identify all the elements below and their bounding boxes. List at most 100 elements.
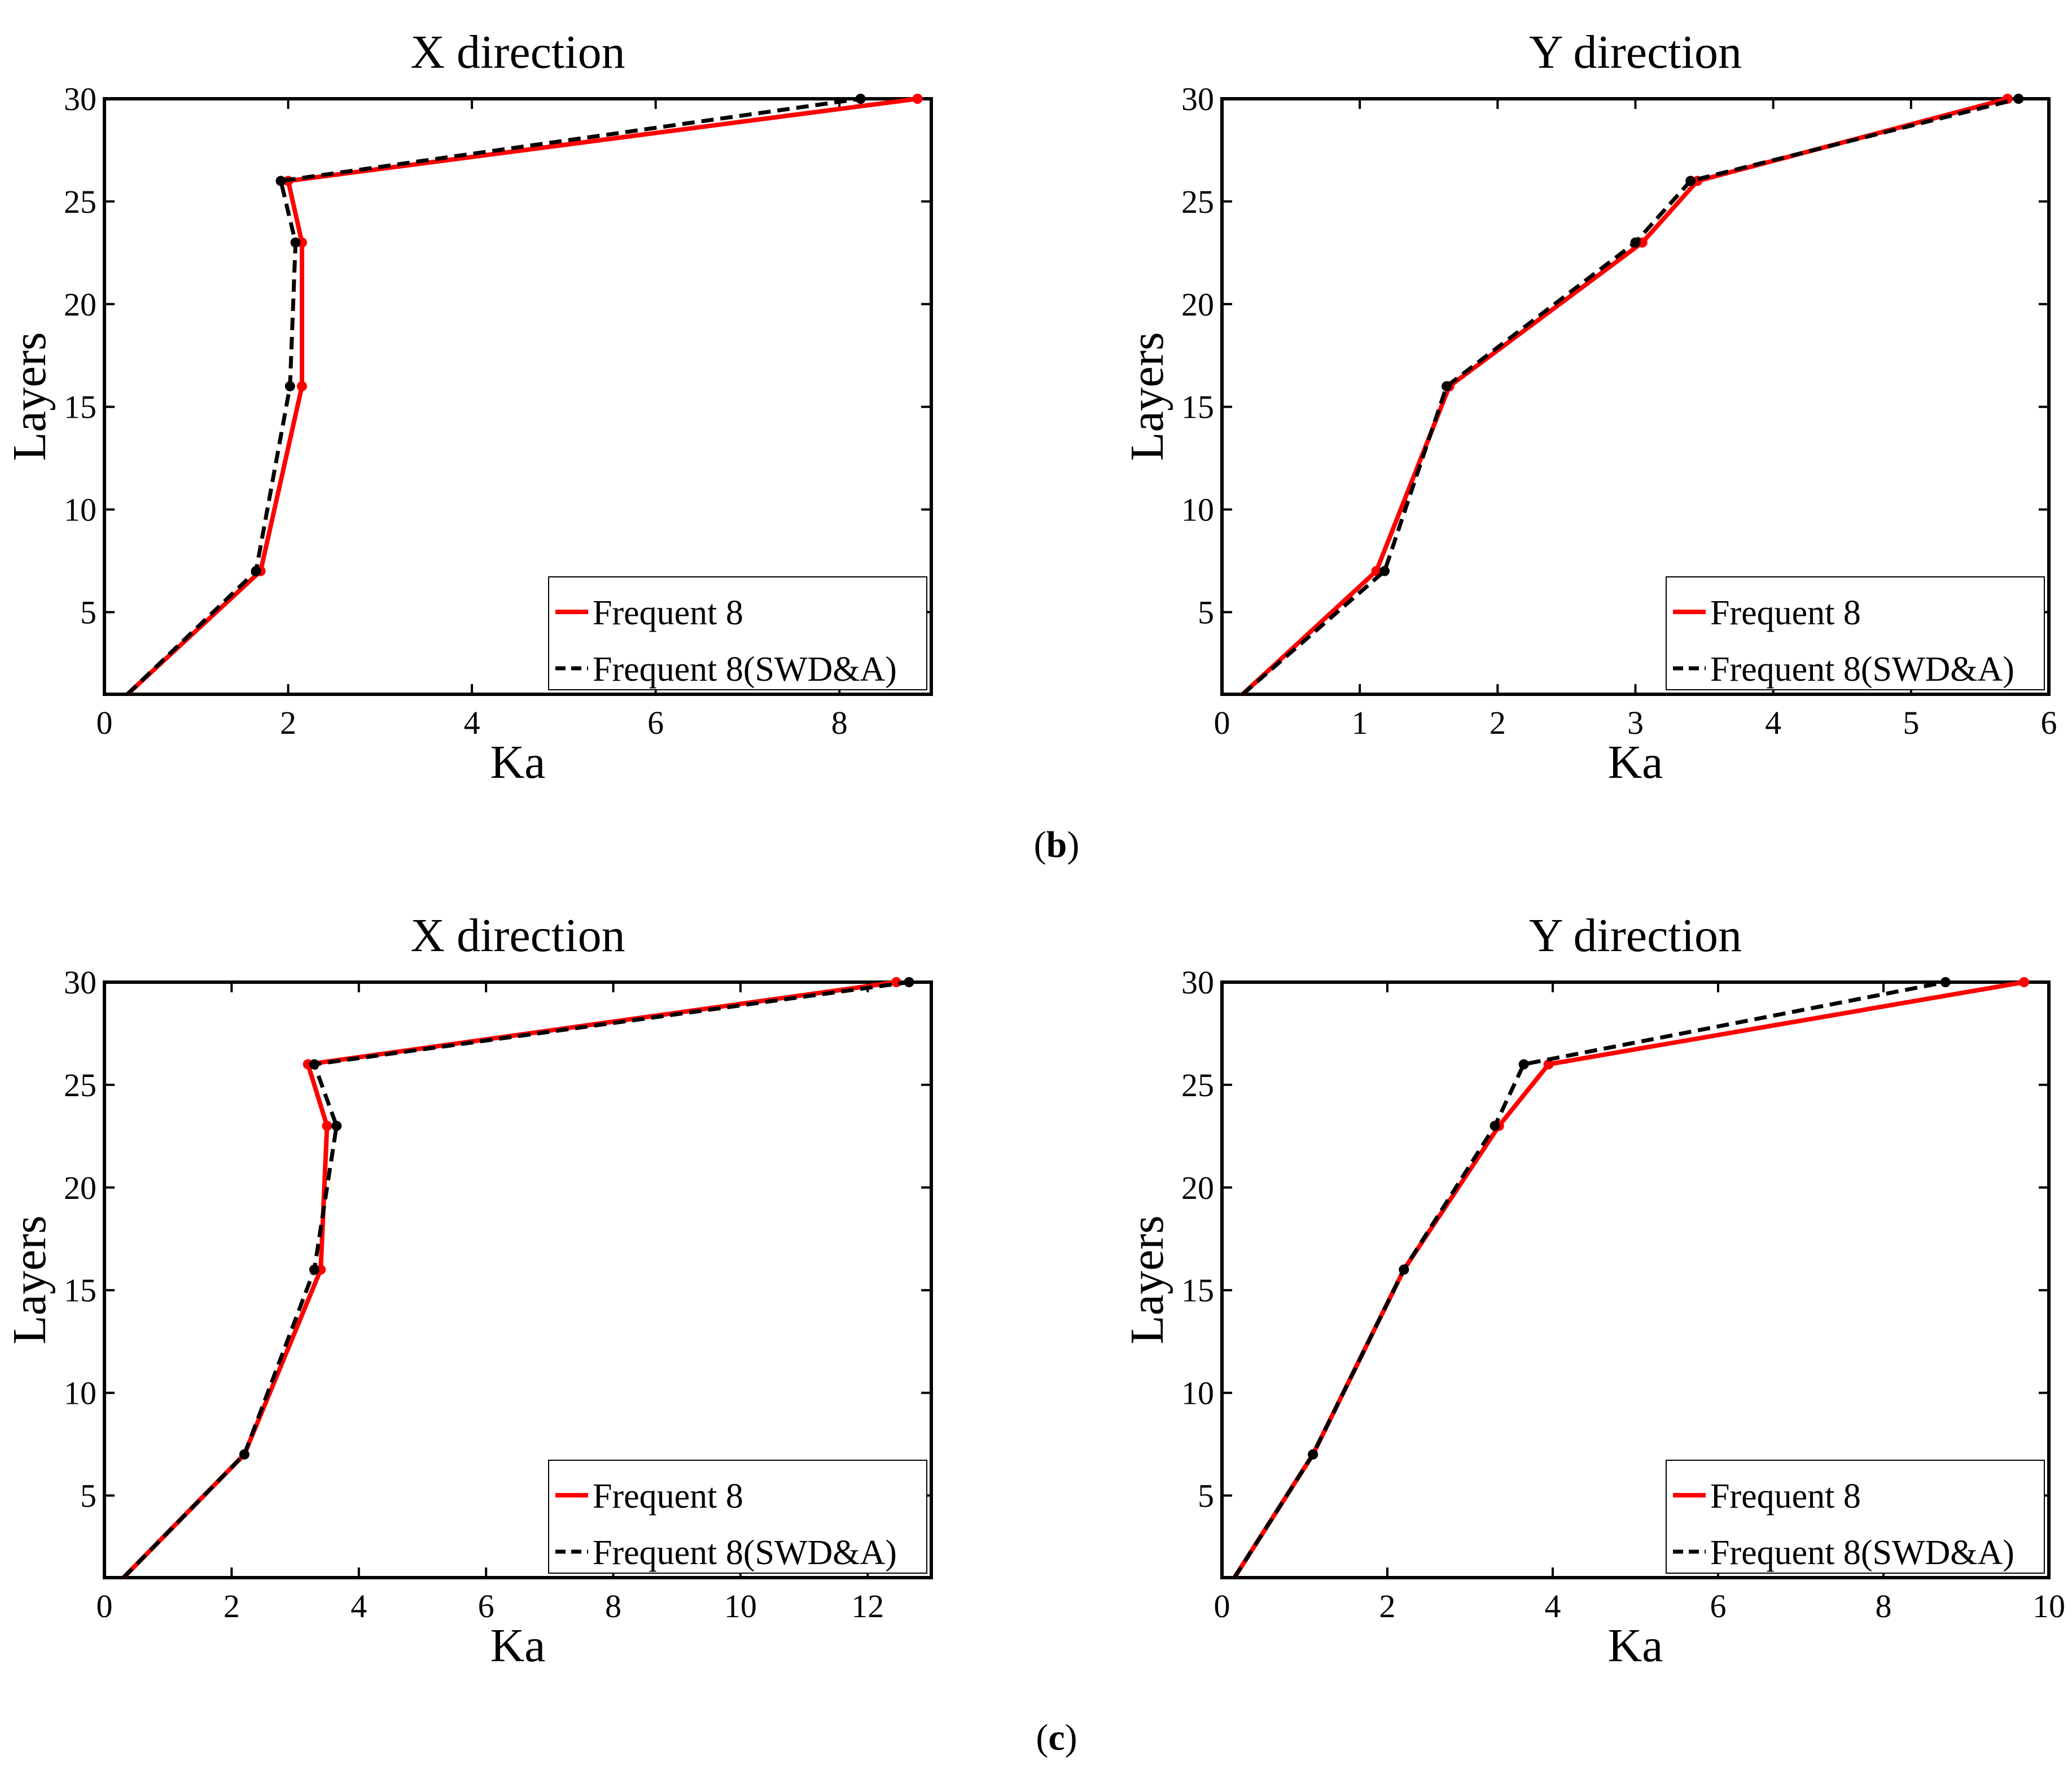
legend: Frequent 8 Frequent 8(SWD&A) [1666, 1460, 2045, 1574]
y-tick-label: 30 [64, 964, 97, 1001]
x-axis-label: Ka [1608, 1619, 1663, 1672]
y-tick-label: 10 [64, 1375, 97, 1412]
y-tick-label: 5 [1198, 594, 1214, 630]
legend-entry: Frequent 8 [593, 1477, 743, 1516]
x-tick-label: 6 [647, 704, 664, 741]
plot-frame [103, 980, 933, 1579]
y-tick-label: 20 [64, 286, 97, 323]
data-point [275, 176, 286, 186]
data-point [239, 1449, 249, 1460]
data-point [1518, 1059, 1529, 1070]
legend-box [1666, 576, 2045, 690]
x-tick-label: 6 [2041, 704, 2057, 741]
legend-entry: Frequent 8 [1710, 594, 1861, 632]
legend-box [548, 576, 927, 690]
y-axis-label: Layers [1121, 1215, 1173, 1345]
data-point [855, 94, 866, 104]
data-point [2019, 977, 2030, 987]
x-tick-label: 12 [851, 1588, 884, 1624]
x-tick-label: 8 [605, 1588, 621, 1624]
data-point [2013, 94, 2024, 104]
chart-title: Y direction [1529, 909, 1742, 962]
legend-entry: Frequent 8(SWD&A) [1710, 1534, 2014, 1572]
x-axis-label: Ka [1608, 736, 1663, 789]
chart-title: Y direction [1529, 26, 1742, 78]
x-tick-label: 0 [1214, 1588, 1230, 1624]
series-line-frequent-8-swda [1241, 97, 2020, 696]
legend-entry: Frequent 8 [1710, 1477, 1861, 1516]
legend-entry: Frequent 8(SWD&A) [593, 1534, 897, 1572]
data-point [1441, 381, 1452, 392]
x-tick-label: 8 [1876, 1588, 1892, 1624]
y-tick-label: 25 [1181, 1067, 1214, 1104]
chart-title: X direction [410, 26, 625, 78]
x-tick-label: 5 [1903, 704, 1919, 741]
data-point [322, 1120, 332, 1131]
chart-panel-1: 0 2 4 6 8 5 10 15 20 25 30 X direction Ka Layers Frequ… [3, 26, 933, 789]
y-tick-label: 20 [1181, 1170, 1214, 1206]
x-tick-label: 1 [1352, 704, 1368, 741]
series-line-frequent-8 [1241, 97, 2008, 696]
y-tick-label: 5 [80, 1477, 97, 1514]
y-tick-label: 15 [64, 389, 97, 426]
y-axis-label: Layers [1121, 332, 1173, 461]
series-line-frequent-8-swda [1233, 980, 1946, 1579]
x-tick-label: 4 [351, 1588, 367, 1624]
y-tick-label: 15 [1181, 1272, 1214, 1309]
y-tick-label: 5 [1198, 1477, 1214, 1514]
y-tick-label: 15 [64, 1272, 97, 1309]
data-point [1685, 176, 1696, 186]
y-tick-label: 20 [64, 1170, 97, 1206]
y-tick-label: 10 [64, 492, 97, 528]
data-point [309, 1059, 319, 1070]
y-tick-label: 10 [1181, 1375, 1214, 1412]
x-tick-label: 4 [1545, 1588, 1561, 1624]
y-tick-label: 25 [64, 1067, 97, 1104]
chart-panel-3: 0 2 4 6 8 10 12 5 10 15 20 25 30 X direction Ka Layers F… [3, 909, 933, 1672]
y-tick-label: 20 [1181, 286, 1214, 323]
x-tick-label: 8 [831, 704, 848, 741]
y-tick-label: 25 [1181, 183, 1214, 220]
legend: Frequent 8 Frequent 8(SWD&A) [1666, 576, 2045, 690]
data-point [1490, 1120, 1500, 1131]
legend-entry: Frequent 8(SWD&A) [593, 650, 897, 689]
x-tick-label: 6 [478, 1588, 494, 1624]
series-line-frequent-8-swda [122, 980, 910, 1579]
chart-panel-2: 0 1 2 3 4 5 6 5 10 15 20 25 30 Y direction Ka Layers Fre… [1121, 26, 2057, 789]
series-line-frequent-8 [125, 97, 918, 696]
y-tick-label: 30 [1181, 81, 1214, 117]
data-point [290, 237, 301, 248]
plot-frame [1220, 980, 2051, 1579]
x-tick-label: 0 [1214, 704, 1230, 741]
x-tick-label: 0 [97, 704, 113, 741]
data-point [904, 977, 914, 987]
data-point [1308, 1449, 1318, 1460]
y-tick-label: 5 [80, 594, 97, 630]
x-tick-label: 4 [1765, 704, 1781, 741]
data-point [284, 381, 295, 392]
legend: Frequent 8 Frequent 8(SWD&A) [548, 576, 927, 690]
x-tick-label: 10 [724, 1588, 757, 1624]
x-tick-label: 0 [97, 1588, 113, 1624]
legend: Frequent 8 Frequent 8(SWD&A) [548, 1460, 927, 1574]
legend-entry: Frequent 8(SWD&A) [1710, 650, 2014, 689]
plot-frame [103, 97, 933, 696]
data-point [309, 1264, 319, 1275]
x-tick-label: 2 [1490, 704, 1506, 741]
data-point [1379, 566, 1390, 576]
data-point [1940, 977, 1951, 987]
data-point [331, 1120, 342, 1131]
y-tick-label: 30 [1181, 964, 1214, 1001]
data-point [251, 566, 261, 576]
x-axis-label: Ka [490, 736, 546, 789]
data-point [296, 381, 307, 392]
legend-entry: Frequent 8 [593, 594, 743, 632]
caption-b: (b) [1034, 824, 1080, 865]
x-tick-label: 10 [2032, 1588, 2065, 1624]
data-point [912, 94, 923, 104]
y-axis-label: Layers [3, 1215, 56, 1345]
x-tick-label: 6 [1710, 1588, 1727, 1624]
data-point [1630, 237, 1641, 248]
x-axis-label: Ka [490, 1619, 546, 1672]
